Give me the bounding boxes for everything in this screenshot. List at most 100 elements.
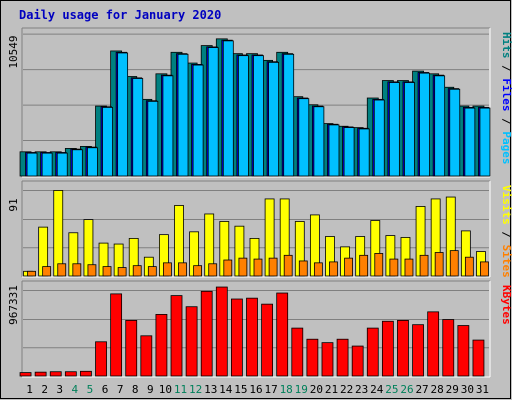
bar-sites-day-25 [389,258,399,277]
bar-sites-day-15 [238,257,248,277]
bar-pages-day-26 [404,82,415,177]
bar-pages-day-16 [253,55,264,177]
bar-sites-day-8 [132,265,142,277]
x-tick-label-21: 21 [325,383,338,396]
x-tick-label-16: 16 [249,383,262,396]
bar-kbytes-day-7 [110,293,123,377]
legend-entry-files: Files [500,78,512,111]
x-tick-label-24: 24 [370,383,384,396]
legend-text: Visits / Sites [500,185,512,278]
bar-kbytes-day-15 [231,298,243,377]
bar-pages-day-5 [87,147,98,177]
bar-sites-day-11 [178,262,187,277]
legend-entry-sites: Sites [500,245,512,278]
bar-kbytes-day-2 [34,371,47,377]
bar-pages-day-8 [132,78,144,177]
bar-pages-day-17 [268,61,279,177]
bar-sites-day-26 [404,258,414,277]
legend-top: Hits / Files / Pages [500,32,512,165]
bar-kbytes-day-30 [457,325,470,377]
bar-pages-day-28 [434,75,446,177]
bar-pages-day-13 [207,47,219,177]
x-tick-label-27: 27 [415,383,428,396]
bar-sites-day-10 [163,262,172,277]
bar-kbytes-day-28 [427,311,440,377]
bar-sites-day-16 [253,258,263,277]
legend-bottom: KBytes [500,285,512,325]
bar-sites-day-6 [102,266,112,277]
series-kbytes [19,286,485,377]
max-value-label: 91 [7,198,20,211]
bar-kbytes-day-10 [155,314,168,377]
x-tick-label-30: 30 [461,383,474,396]
bar-sites-day-5 [87,264,97,277]
bar-pages-day-29 [449,88,461,177]
bar-pages-day-12 [192,64,204,177]
x-tick-label-17: 17 [264,383,277,396]
bar-kbytes-day-5 [80,370,92,377]
x-tick-label-11: 11 [174,383,187,396]
bar-kbytes-day-14 [215,286,228,377]
x-tick-label-10: 10 [159,383,172,396]
bar-pages-day-3 [56,152,68,177]
x-tick-label-7: 7 [117,383,124,396]
bar-kbytes-day-9 [140,335,153,377]
legend-entry-pages: Pages [500,131,512,164]
panel-top: 10549 Hits / Files / Pages [7,27,512,178]
max-value-label: 10549 [7,35,20,68]
bar-kbytes-day-20 [306,338,319,377]
bar-sites-day-20 [313,262,323,277]
legend-text: Hits / Files / Pages [500,32,512,165]
series-sites [27,250,489,277]
chart-title: Daily usage for January 2020 [19,8,221,22]
bar-sites-day-12 [193,265,203,277]
bar-pages-day-2 [41,152,53,177]
bar-sites-day-7 [117,267,127,277]
bar-sites-day-27 [419,254,429,277]
x-tick-label-29: 29 [446,383,459,396]
legend-entry-kbytes: KBytes [500,285,512,325]
bar-pages-day-25 [388,82,400,177]
bar-pages-day-10 [162,75,174,177]
bar-kbytes-day-19 [291,327,304,377]
x-tick-label-6: 6 [102,383,109,396]
bar-kbytes-day-23 [351,345,364,377]
bar-pages-day-30 [464,107,476,177]
bar-sites-day-22 [344,257,353,277]
x-tick-label-13: 13 [204,383,217,396]
x-tick-label-20: 20 [310,383,323,396]
x-tick-label-15: 15 [234,383,247,396]
panel-middle: 91 Visits / Sites [7,180,512,278]
x-tick-label-26: 26 [400,383,413,396]
bar-sites-day-4 [72,263,82,277]
x-tick-label-19: 19 [295,383,308,396]
bar-sites-day-14 [223,259,233,277]
bar-pages-day-20 [313,106,325,177]
bar-kbytes-day-8 [125,319,138,377]
x-tick-label-25: 25 [385,383,398,396]
bar-sites-day-28 [434,252,444,277]
series-pages [26,40,491,177]
bar-sites-day-29 [449,250,459,277]
bar-kbytes-day-24 [366,327,379,377]
x-tick-label-8: 8 [132,383,139,396]
bar-pages-day-23 [358,128,370,177]
bar-kbytes-day-29 [442,319,455,377]
bar-kbytes-day-6 [95,341,107,377]
bar-kbytes-day-22 [336,338,349,377]
bar-sites-day-19 [298,260,308,277]
x-tick-label-3: 3 [56,383,63,396]
bar-pages-day-24 [373,99,385,177]
x-tick-label-31: 31 [476,383,489,396]
bar-kbytes-day-27 [412,324,424,377]
bar-pages-day-22 [343,127,355,177]
bar-sites-day-23 [359,254,369,277]
bar-pages-day-4 [71,149,83,177]
bar-pages-day-14 [222,40,234,177]
x-tick-label-9: 9 [147,383,154,396]
x-tick-label-4: 4 [72,383,79,396]
bar-kbytes-day-17 [261,303,273,377]
bar-kbytes-day-4 [64,371,77,377]
bar-sites-day-17 [268,257,278,277]
